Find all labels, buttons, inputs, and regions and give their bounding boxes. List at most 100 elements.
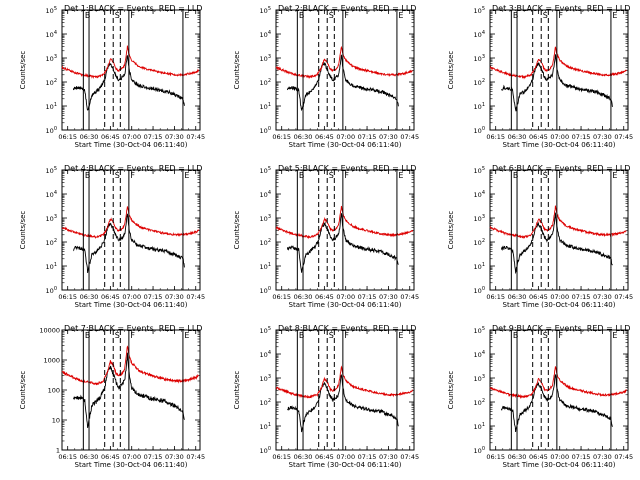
x-tick-label: 07:00	[550, 453, 569, 461]
x-axis-label: Start Time (30-Oct-04 06:11:40)	[289, 301, 402, 309]
y-tick-label: 100	[260, 126, 271, 135]
interval-marker-label: B	[299, 171, 305, 180]
y-tick-label: 103	[260, 54, 271, 63]
interval-marker-label: E	[612, 11, 617, 20]
x-axis-label: Start Time (30-Oct-04 06:11:40)	[289, 141, 402, 149]
interval-marker-label: E	[184, 11, 189, 20]
x-tick-label: 06:15	[486, 133, 505, 141]
interval-marker-label: F	[130, 11, 135, 20]
plot-frame	[489, 9, 629, 131]
x-tick-label: 06:15	[272, 133, 291, 141]
detector-panel: 1 10 100 1000 10000 06:15 06:30 06:45 07:00 07:15…	[19, 324, 205, 469]
interval-marker-label: S	[329, 331, 334, 340]
x-tick-label: 07:45	[186, 453, 205, 461]
interval-marker-label: B	[513, 171, 519, 180]
interval-marker-label: S	[115, 331, 120, 340]
y-tick-label: 104	[260, 30, 271, 39]
y-tick-label: 100	[48, 387, 60, 395]
x-tick-label: 07:00	[122, 133, 141, 141]
x-tick-label: 07:00	[336, 453, 355, 461]
y-axis-label: Counts/sec	[19, 211, 27, 250]
y-tick-label: 103	[474, 214, 485, 223]
x-tick-label: 07:30	[379, 453, 398, 461]
y-tick-label: 102	[260, 398, 271, 407]
y-tick-label: 104	[46, 30, 57, 39]
interval-marker-label: F	[130, 171, 135, 180]
interval-marker-label: F	[558, 11, 563, 20]
x-tick-label: 06:15	[486, 293, 505, 301]
interval-marker-label: B	[85, 171, 91, 180]
x-tick-label: 06:15	[58, 453, 77, 461]
plot-frame	[489, 169, 629, 291]
x-tick-label: 06:30	[508, 453, 527, 461]
y-axis-label: Counts/sec	[233, 211, 241, 250]
y-tick-label: 10000	[39, 327, 60, 335]
x-tick-label: 07:15	[358, 453, 377, 461]
x-tick-label: 07:15	[144, 453, 163, 461]
x-tick-label: 06:45	[529, 133, 548, 141]
y-tick-label: 102	[260, 238, 271, 247]
interval-marker-label: E	[398, 171, 403, 180]
interval-marker-label: F	[558, 331, 563, 340]
y-tick-label: 101	[260, 422, 271, 431]
y-tick-label: 101	[46, 262, 57, 271]
x-tick-label: 07:45	[186, 133, 205, 141]
interval-marker-label: S	[543, 11, 548, 20]
x-tick-label: 07:00	[122, 293, 141, 301]
x-tick-label: 06:30	[80, 293, 99, 301]
x-tick-label: 06:30	[294, 133, 313, 141]
y-axis-label: Counts/sec	[447, 371, 455, 410]
y-tick-label: 103	[260, 214, 271, 223]
lld-series-line	[275, 365, 414, 399]
y-tick-label: 103	[474, 374, 485, 383]
interval-marker-label: S	[115, 171, 120, 180]
x-tick-label: 07:30	[165, 133, 184, 141]
y-tick-label: 103	[46, 54, 57, 63]
interval-marker-label: F	[344, 11, 349, 20]
x-tick-label: 07:15	[572, 293, 591, 301]
x-tick-label: 07:30	[379, 133, 398, 141]
lld-series-line	[489, 366, 627, 400]
y-tick-label: 104	[46, 190, 57, 199]
x-tick-label: 07:15	[144, 133, 163, 141]
y-tick-label: 104	[260, 190, 271, 199]
y-tick-label: 100	[474, 126, 485, 135]
interval-marker-label: B	[85, 11, 91, 20]
interval-marker-label: S	[115, 11, 120, 20]
y-axis-label: Counts/sec	[233, 51, 241, 90]
interval-marker-label: B	[299, 331, 305, 340]
lld-series-line	[61, 345, 199, 386]
panel-title: Det 2:BLACK = Events, RED = LLD	[278, 4, 416, 13]
x-axis-label: Start Time (30-Oct-04 06:11:40)	[75, 461, 188, 469]
y-tick-label: 1	[56, 447, 60, 455]
y-tick-label: 102	[474, 398, 485, 407]
x-tick-label: 07:45	[614, 453, 633, 461]
panel-title: Det 9:BLACK = Events, RED = LLD	[492, 324, 630, 333]
lld-series-line	[489, 46, 627, 80]
plot-frame	[61, 9, 201, 131]
x-tick-label: 06:30	[80, 453, 99, 461]
y-tick-label: 101	[474, 422, 485, 431]
y-tick-label: 104	[260, 350, 271, 359]
x-tick-label: 06:45	[101, 293, 120, 301]
interval-marker-label: E	[612, 171, 617, 180]
y-axis-label: Counts/sec	[19, 371, 27, 410]
panel-title: Det 6:BLACK = Events, RED = LLD	[492, 164, 630, 173]
panel-title: Det 4:BLACK = Events, RED = LLD	[64, 164, 202, 173]
x-tick-label: 07:00	[550, 133, 569, 141]
y-tick-label: 105	[474, 326, 485, 335]
x-tick-label: 06:15	[58, 133, 77, 141]
interval-marker-label: E	[184, 171, 189, 180]
plot-frame	[61, 329, 201, 451]
x-tick-label: 07:15	[572, 453, 591, 461]
plot-frame	[61, 169, 201, 291]
x-tick-label: 06:15	[58, 293, 77, 301]
plot-frame	[275, 9, 415, 131]
lld-series-line	[61, 206, 200, 239]
x-axis-label: Start Time (30-Oct-04 06:11:40)	[503, 301, 616, 309]
interval-marker-label: S	[543, 331, 548, 340]
